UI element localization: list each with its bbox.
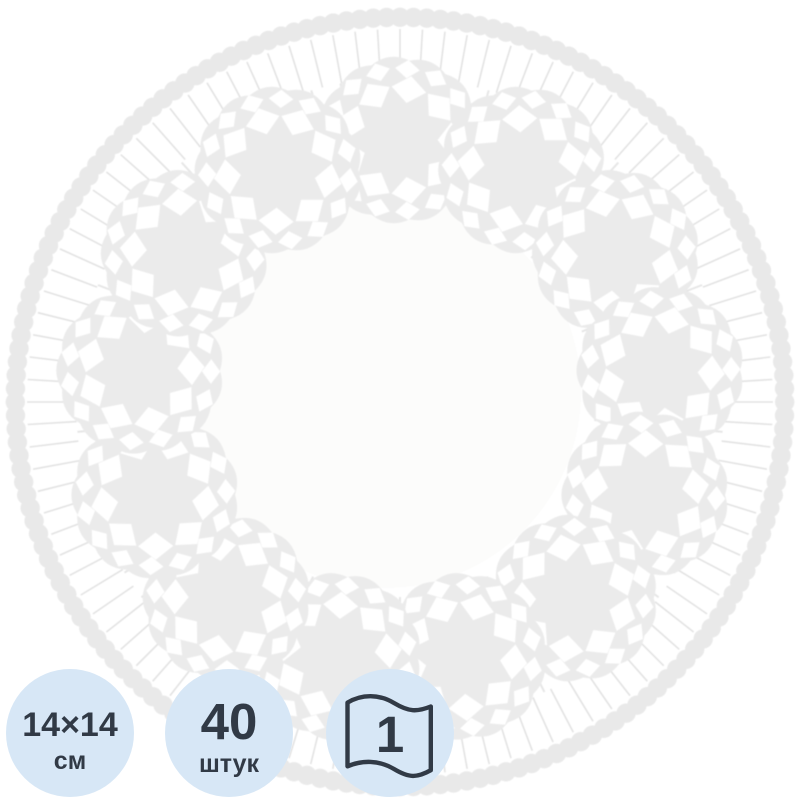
svg-text:см: см (54, 747, 86, 775)
svg-text:40: 40 (201, 693, 258, 750)
svg-text:1: 1 (376, 706, 404, 763)
svg-text:штук: штук (199, 750, 260, 778)
svg-text:14×14: 14×14 (22, 706, 118, 744)
